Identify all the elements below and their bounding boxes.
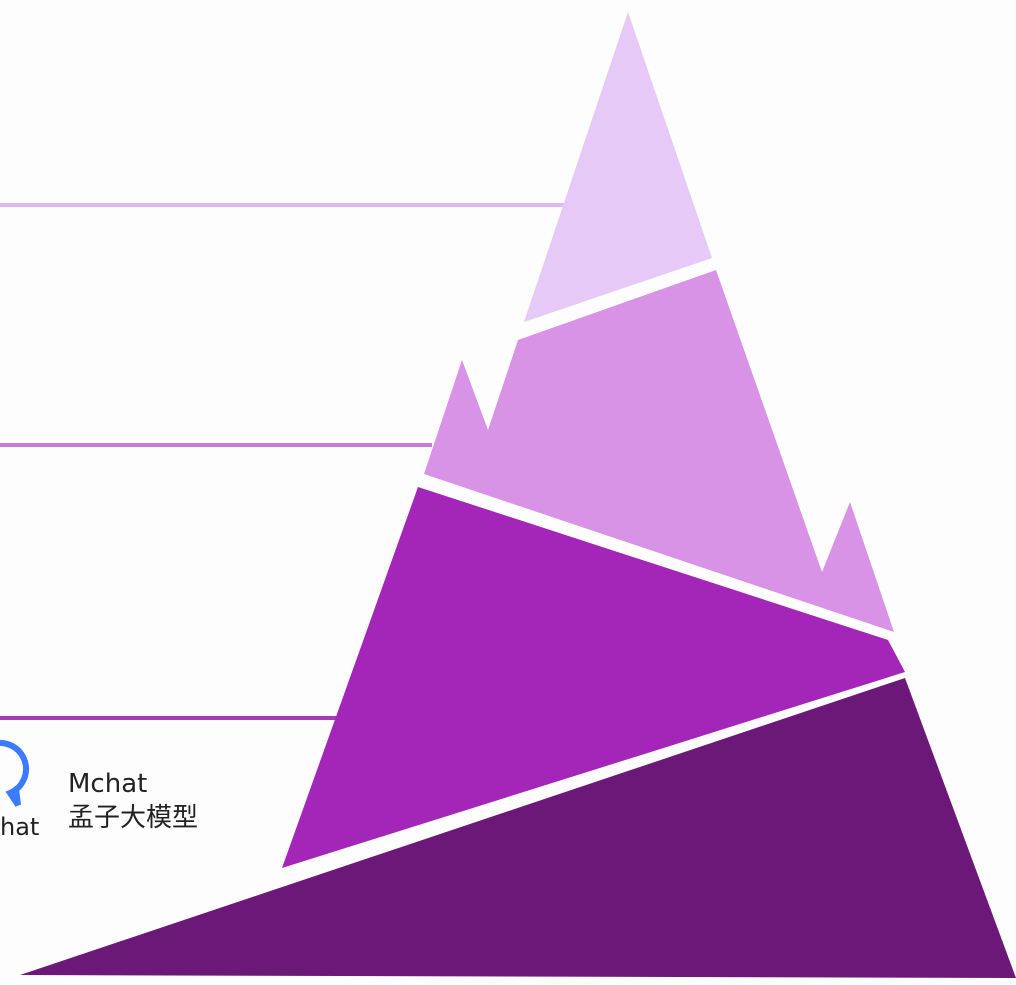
logo-text: hat	[0, 813, 40, 841]
pyramid-tier-top	[524, 12, 712, 322]
product-name: Mchat	[68, 769, 148, 799]
product-subtitle: 孟子大模型	[68, 803, 199, 833]
product-label: Mchat 孟子大模型	[68, 768, 198, 834]
pyramid-tier-second	[424, 270, 894, 632]
pyramid-tier-third	[282, 487, 905, 868]
logo	[0, 735, 40, 845]
pyramid-tier-base	[20, 678, 1016, 978]
chat-bubble-logo-icon	[0, 740, 29, 807]
